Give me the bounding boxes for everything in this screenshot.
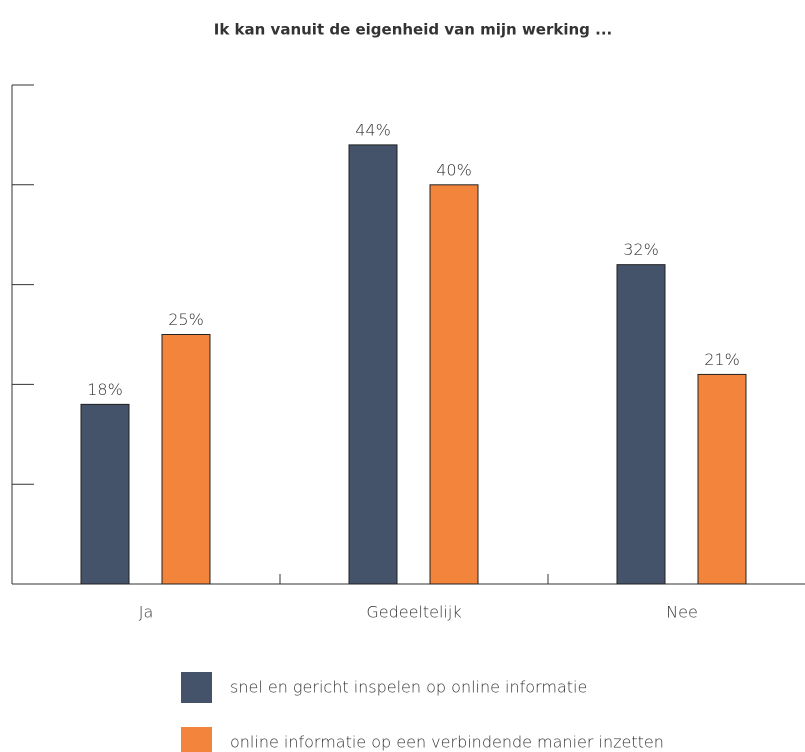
x-tick-label: Gedeeltelijk	[366, 603, 461, 622]
legend-swatch	[181, 727, 212, 752]
legend-label: snel en gericht inspelen op online infor…	[230, 678, 587, 697]
x-tick-label: Ja	[139, 603, 154, 622]
data-label: 44%	[355, 120, 391, 139]
bar	[80, 403, 130, 585]
bar	[616, 264, 666, 585]
data-label: 40%	[436, 160, 472, 179]
bar	[348, 144, 398, 585]
data-label: 18%	[87, 380, 123, 399]
bar	[429, 184, 479, 585]
bar	[697, 373, 747, 585]
chart-title: Ik kan vanuit de eigenheid van mijn werk…	[214, 21, 612, 39]
legend-swatch	[181, 672, 212, 703]
data-label: 21%	[704, 350, 740, 369]
data-label: 32%	[623, 240, 659, 259]
x-tick-label: Nee	[666, 603, 698, 622]
bar	[161, 334, 211, 585]
legend-label: online informatie op een verbindende man…	[230, 733, 664, 752]
data-label: 25%	[168, 310, 204, 329]
